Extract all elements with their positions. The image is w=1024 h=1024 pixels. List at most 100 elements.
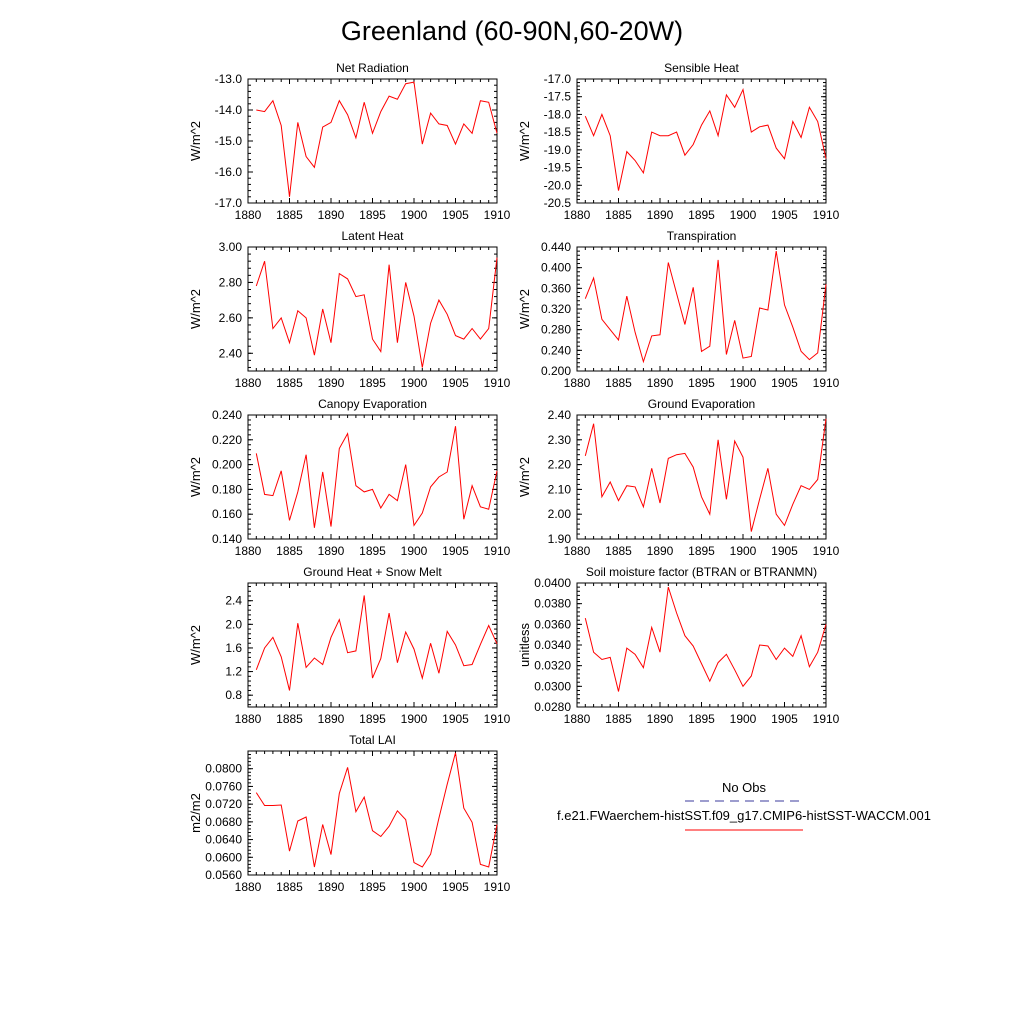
y-tick-label: 0.280 [541,323,571,337]
x-tick-label: 1895 [359,544,386,558]
x-tick-label: 1895 [359,880,386,894]
series-line [255,426,498,528]
y-tick-label: 2.0 [225,617,242,631]
x-tick-label: 1900 [730,712,757,726]
x-tick-label: 1910 [813,712,840,726]
x-tick-label: 1885 [605,544,632,558]
figure-title: Greenland (60-90N,60-20W) [341,16,683,46]
y-tick-label: -17.5 [544,90,572,104]
y-tick-label: 0.220 [212,433,242,447]
y-tick-label: -16.0 [215,165,243,179]
y-axis-label: W/m^2 [517,457,532,497]
y-tick-label: -18.0 [544,107,572,121]
panel-ground-heat-snow-melt: Ground Heat + Snow Melt W/m^2 1880 1885 1890… [188,565,511,726]
x-tick-label: 1910 [484,712,511,726]
y-axis-label: W/m^2 [188,121,203,161]
x-tick-label: 1895 [359,208,386,222]
panel-title: Sensible Heat [664,61,739,75]
x-tick-label: 1895 [688,712,715,726]
x-tick-label: 1900 [730,544,757,558]
x-tick-label: 1895 [359,376,386,390]
panel-ground-evaporation: Ground Evaporation W/m^2 1880 1885 1890 1895 1… [517,397,840,558]
y-tick-label: 2.80 [219,275,243,289]
y-tick-label: 0.160 [212,507,242,521]
x-tick-label: 1910 [484,544,511,558]
x-tick-label: 1885 [605,208,632,222]
y-tick-label: 0.320 [541,302,571,316]
y-tick-label: 0.0560 [205,868,242,882]
x-tick-label: 1910 [484,880,511,894]
y-tick-label: 0.0400 [534,576,571,590]
y-tick-label: 0.0800 [205,762,242,776]
y-tick-label: 0.0340 [534,638,571,652]
x-tick-label: 1880 [564,208,591,222]
y-tick-label: -17.0 [215,196,243,210]
y-tick-label: 1.6 [225,641,242,655]
x-tick-label: 1885 [276,208,303,222]
y-tick-label: -20.5 [544,196,572,210]
y-tick-label: -17.0 [544,72,572,86]
x-tick-label: 1880 [235,376,262,390]
legend: No Obs f.e21.FWaerchem-histSST.f09_g17.C… [557,780,931,831]
x-tick-label: 1890 [647,376,674,390]
y-axis-label: W/m^2 [188,457,203,497]
x-tick-label: 1885 [605,376,632,390]
y-tick-label: 0.360 [541,281,571,295]
y-tick-label: 0.240 [541,343,571,357]
series-line [255,595,498,691]
y-tick-label: 1.2 [225,665,242,679]
y-tick-label: 0.0680 [205,815,242,829]
x-tick-label: 1890 [318,544,345,558]
x-tick-label: 1905 [442,376,469,390]
x-tick-label: 1905 [771,208,798,222]
y-axis-label: W/m^2 [517,289,532,329]
y-tick-label: 2.60 [219,311,243,325]
panel-title: Net Radiation [336,61,409,75]
legend-obs-label: No Obs [722,780,767,795]
y-tick-label: 0.240 [212,408,242,422]
y-tick-label: 2.00 [548,507,572,521]
y-tick-label: 0.0380 [534,597,571,611]
y-tick-label: 0.400 [541,261,571,275]
y-tick-label: 0.0640 [205,833,242,847]
x-tick-label: 1880 [235,544,262,558]
panel-title: Soil moisture factor (BTRAN or BTRANMN) [586,565,817,579]
x-tick-label: 1890 [318,208,345,222]
x-tick-label: 1895 [688,208,715,222]
x-tick-label: 1880 [235,880,262,894]
x-tick-label: 1910 [484,376,511,390]
y-tick-label: -15.0 [215,134,243,148]
series-line [255,752,498,868]
series-line [584,418,827,532]
y-tick-label: 0.0600 [205,850,242,864]
x-tick-label: 1910 [813,376,840,390]
panel-title: Ground Heat + Snow Melt [303,565,442,579]
x-tick-label: 1910 [813,208,840,222]
x-tick-label: 1900 [401,880,428,894]
series-line [584,88,827,191]
y-tick-label: 0.440 [541,240,571,254]
y-tick-label: 2.10 [548,482,572,496]
legend-model-label: f.e21.FWaerchem-histSST.f09_g17.CMIP6-hi… [557,808,931,823]
y-axis-label: W/m^2 [517,121,532,161]
panel-title: Canopy Evaporation [318,397,427,411]
x-tick-label: 1890 [647,544,674,558]
x-tick-label: 1905 [771,544,798,558]
x-tick-label: 1880 [564,544,591,558]
panel-transpiration: Transpiration W/m^2 1880 1885 1890 1895 1900 19… [517,229,840,390]
x-tick-label: 1905 [442,208,469,222]
y-tick-label: 2.4 [225,594,242,608]
y-axis-label: m2/m2 [188,793,203,833]
x-tick-label: 1885 [276,376,303,390]
panel-title: Total LAI [349,733,396,747]
y-tick-label: 2.30 [548,433,572,447]
y-axis-label: unitless [517,622,532,667]
y-tick-label: -19.5 [544,161,572,175]
x-tick-label: 1910 [813,544,840,558]
x-tick-label: 1900 [401,208,428,222]
x-tick-label: 1895 [359,712,386,726]
x-tick-label: 1890 [318,712,345,726]
panel-total-lai: Total LAI m2/m2 1880 1885 1890 1895 1900 1905 19… [188,733,511,894]
panel-soil-moisture-factor-btran-or-btranmn: Soil moisture factor (BTRAN or BTRANMN) u… [517,565,840,726]
x-tick-label: 1880 [235,712,262,726]
